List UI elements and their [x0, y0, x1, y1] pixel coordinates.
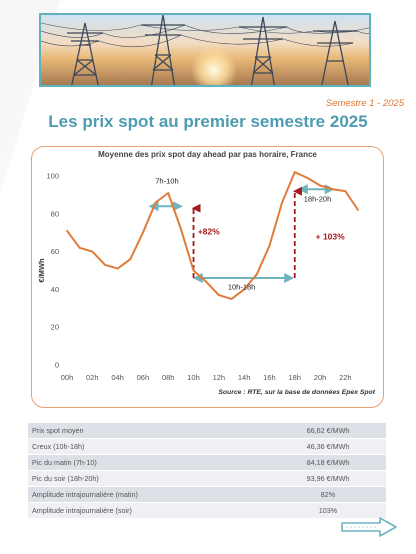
stats-value: 46,36 €/MWh	[270, 438, 386, 455]
y-tick-label: 60	[51, 247, 59, 256]
stats-label: Creux (10h-18h)	[28, 438, 270, 455]
stats-row: Creux (10h-18h) 46,36 €/MWh	[28, 438, 386, 455]
price-line-chart: 0 20 40 60 80 100 €/MWh 00h 02h 04h 06h 08h 10h 12h 1…	[37, 171, 359, 382]
price-point	[104, 263, 106, 266]
stats-value: 66,62 €/MWh	[270, 423, 386, 439]
stats-label: Prix spot moyen	[28, 423, 270, 439]
x-tick-label: 04h	[111, 373, 124, 382]
price-point	[255, 273, 258, 276]
page-title: Les prix spot au premier semestre 2025	[48, 112, 368, 131]
price-point	[281, 201, 283, 204]
stats-value: 84,18 €/MWh	[270, 454, 386, 471]
price-point	[142, 231, 144, 234]
price-point	[78, 246, 81, 249]
x-tick-label: 20h	[314, 373, 327, 382]
stats-value: 93,96 €/MWh	[270, 470, 386, 487]
morning-amplitude-label: +82%	[198, 227, 220, 237]
stats-label: Pic du matin (7h-10)	[28, 454, 270, 471]
price-point	[357, 209, 359, 211]
x-tick-label: 08h	[162, 373, 175, 382]
evening-amplitude-label: + 103%	[316, 231, 346, 241]
stats-row: Prix spot moyen 66,62 €/MWh	[28, 423, 386, 439]
y-tick-label: 100	[46, 172, 59, 181]
price-point	[91, 250, 94, 253]
stats-row: Pic du soir (18h-20h) 93,96 €/MWh	[28, 470, 386, 487]
stats-row: Pic du matin (7h-10) 84,18 €/MWh	[28, 454, 386, 471]
next-arrow-button[interactable]	[340, 516, 398, 538]
x-tick-label: 12h	[213, 373, 226, 382]
x-tick-label: 18h	[288, 373, 301, 382]
stats-row: Amplitude intrajournalière (soir) 103%	[28, 502, 386, 519]
x-tick-label: 02h	[86, 373, 99, 382]
y-tick-label: 80	[51, 209, 59, 218]
arrow-right-icon	[341, 517, 397, 537]
price-point	[319, 184, 321, 187]
price-point	[230, 297, 233, 300]
stats-label: Amplitude intrajournalière (matin)	[28, 486, 270, 503]
x-tick-label: 16h	[263, 373, 276, 382]
price-point	[154, 201, 157, 204]
x-tick-label: 00h	[61, 373, 74, 382]
power-lines-photo	[39, 13, 371, 87]
x-tick-label: 06h	[137, 373, 150, 382]
price-point	[331, 188, 334, 191]
price-point	[179, 228, 182, 230]
x-tick-label: 10h	[187, 373, 200, 382]
stats-label: Amplitude intrajournalière (soir)	[28, 502, 270, 519]
price-point	[306, 176, 309, 179]
chart-title: Moyenne des prix spot day ahead par pas …	[98, 150, 317, 159]
price-point	[66, 229, 68, 232]
x-tick-label: 22h	[339, 373, 352, 382]
price-point	[192, 269, 195, 272]
stats-label: Pic du soir (18h-20h)	[28, 470, 270, 487]
x-tick-label: 14h	[238, 373, 251, 382]
price-point	[217, 294, 220, 296]
price-point	[129, 258, 132, 261]
semester-label: Semestre 1 - 2025	[325, 98, 404, 109]
y-tick-label: 20	[51, 323, 59, 332]
evening-range-label: 18h-20h	[304, 195, 332, 204]
price-point	[268, 245, 271, 247]
price-point	[116, 267, 119, 270]
stats-value: 103%	[270, 502, 386, 519]
stats-row: Amplitude intrajournalière (matin) 82%	[28, 486, 386, 503]
trough-range-label: 10h-18h	[228, 282, 256, 291]
price-series-line	[66, 171, 359, 300]
stats-value: 82%	[270, 486, 386, 503]
price-point	[205, 280, 208, 283]
price-point	[344, 190, 347, 193]
stats-table: Prix spot moyen 66,62 €/MWh Creux (10h-18h…	[28, 423, 386, 519]
y-axis-label: €/MWh	[37, 258, 46, 283]
y-tick-label: 40	[51, 285, 59, 294]
y-tick-label: 0	[55, 361, 59, 370]
morning-range-label: 7h-10h	[155, 177, 178, 186]
chart-source: Source : RTE, sur la base de données Epe…	[218, 389, 375, 396]
price-point	[243, 288, 246, 291]
price-point	[293, 171, 296, 174]
price-point	[167, 192, 170, 194]
